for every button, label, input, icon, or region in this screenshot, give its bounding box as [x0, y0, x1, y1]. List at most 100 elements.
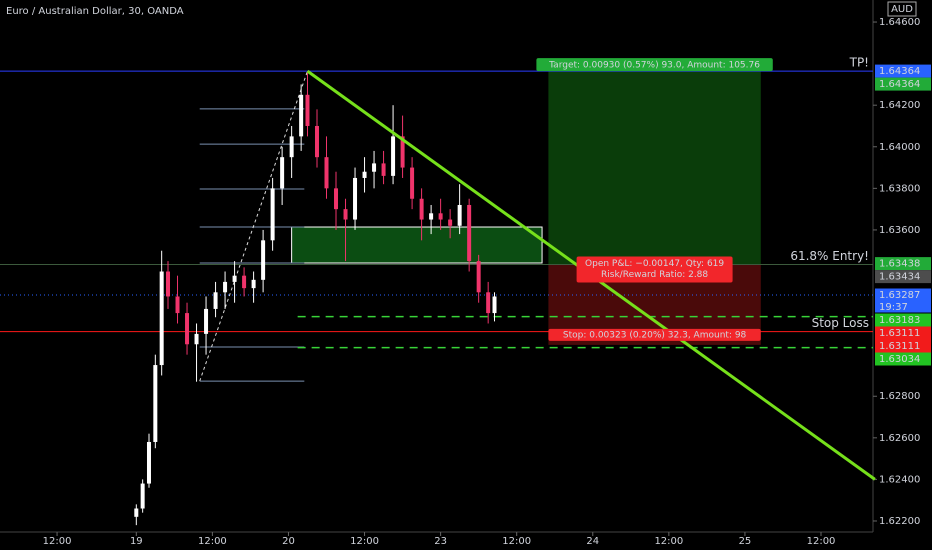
countdown-box: [875, 301, 931, 313]
y-tick-label: 1.62400: [879, 474, 920, 485]
price-label-box: [875, 270, 931, 284]
price-label-box: [875, 77, 931, 91]
candle-body: [324, 157, 329, 189]
level-text: 61.8% Entry!: [790, 249, 869, 263]
pnl-label: Risk/Reward Ratio: 2.88: [601, 270, 708, 280]
y-tick-label: 1.63600: [879, 225, 920, 236]
x-tick-label: 12:00: [807, 536, 836, 547]
x-tick-label: 12:00: [198, 536, 227, 547]
fib-diagonal: [199, 70, 308, 382]
candle-body: [400, 136, 405, 168]
candle-body: [280, 157, 285, 189]
candle-body: [343, 209, 348, 220]
candle-body: [381, 163, 386, 176]
candle-body: [476, 261, 481, 293]
x-tick-label: 25: [739, 536, 752, 547]
candle-body: [467, 204, 472, 262]
price-label: 1.64364: [879, 79, 920, 90]
stop-label: Stop: 0.00323 (0.20%) 32.3, Amount: 98: [563, 330, 747, 340]
price-label: 1.64364: [879, 66, 920, 77]
target-label: Target: 0.00930 (0.57%) 93.0, Amount: 10…: [548, 61, 760, 71]
candle-body: [372, 163, 377, 172]
candle-body: [175, 296, 180, 314]
pnl-label-box: [576, 256, 733, 283]
currency: AUD: [891, 4, 913, 15]
price-label: 1.63434: [879, 272, 920, 283]
candle-body: [232, 275, 237, 282]
candle-body: [299, 94, 304, 137]
y-tick-label: 1.64600: [879, 17, 920, 28]
y-tick-label: 1.64000: [879, 142, 920, 153]
chart-title: Euro / Australian Dollar, 30, OANDA: [6, 6, 184, 17]
target-label-box: [536, 58, 773, 72]
candle-body: [153, 365, 158, 442]
candle-body: [314, 125, 319, 158]
x-tick-label: 12:00: [43, 536, 72, 547]
y-tick-label: 1.62800: [879, 391, 920, 402]
candle-body: [270, 188, 275, 241]
candle-body: [242, 275, 247, 289]
level-text: TP!: [849, 56, 869, 70]
candle-body: [159, 271, 164, 366]
price-label-box: [875, 326, 931, 340]
candle-body: [438, 213, 443, 220]
candle-body: [419, 198, 424, 220]
zone: [291, 226, 543, 264]
candle-body: [146, 441, 151, 484]
price-label-box: [875, 313, 931, 327]
price-label: 1.63438: [879, 259, 920, 270]
candle-body: [289, 136, 294, 158]
price-label-box: [875, 257, 931, 271]
candle-body: [457, 204, 462, 226]
pnl-label: Open P&L: −0.00147, Qty: 619: [585, 259, 724, 269]
candle-body: [166, 271, 171, 297]
x-tick-label: 12:00: [654, 536, 683, 547]
target-zone: [548, 71, 761, 265]
countdown: 19:37: [879, 302, 908, 313]
level-text: Stop Loss: [812, 316, 869, 330]
candle-body: [305, 94, 310, 126]
price-label: 1.63111: [879, 328, 920, 339]
candle-body: [362, 171, 367, 178]
candle-body: [334, 188, 339, 210]
x-tick-label: 12:00: [350, 536, 379, 547]
y-tick-label: 1.62200: [879, 516, 920, 527]
stop-label-box: [548, 328, 761, 341]
price-label: 1.63111: [879, 341, 920, 352]
currency-box: [887, 1, 917, 17]
y-tick-label: 1.63800: [879, 183, 920, 194]
x-tick-label: 12:00: [502, 536, 531, 547]
price-label-box: [875, 64, 931, 78]
candle-body: [410, 167, 415, 199]
candle-body: [213, 292, 218, 309]
candle-body: [185, 313, 190, 345]
candle-body: [486, 292, 491, 314]
candle-body: [194, 333, 199, 345]
candle-body: [448, 219, 453, 226]
price-label: 1.63287: [879, 290, 920, 301]
y-tick-label: 1.64200: [879, 100, 920, 111]
x-tick-label: 20: [282, 536, 295, 547]
candle-body: [429, 213, 434, 220]
x-tick-label: 24: [586, 536, 599, 547]
candle-body: [223, 281, 228, 293]
price-label: 1.63183: [879, 315, 920, 326]
y-tick-label: 1.62600: [879, 433, 920, 444]
candle-body: [140, 483, 145, 509]
price-label-box: [875, 339, 931, 353]
x-tick-label: 19: [130, 536, 143, 547]
candle-body: [261, 240, 266, 280]
candle-body: [353, 177, 358, 220]
price-label-box: [875, 352, 931, 366]
x-tick-label: 23: [434, 536, 447, 547]
candle-body: [204, 308, 209, 334]
price-label: 1.63034: [879, 354, 920, 365]
candle-body: [251, 279, 256, 289]
price-label-box: [875, 288, 931, 302]
candle-body: [134, 508, 139, 517]
candle-body: [492, 296, 497, 314]
candle-body: [391, 136, 396, 176]
